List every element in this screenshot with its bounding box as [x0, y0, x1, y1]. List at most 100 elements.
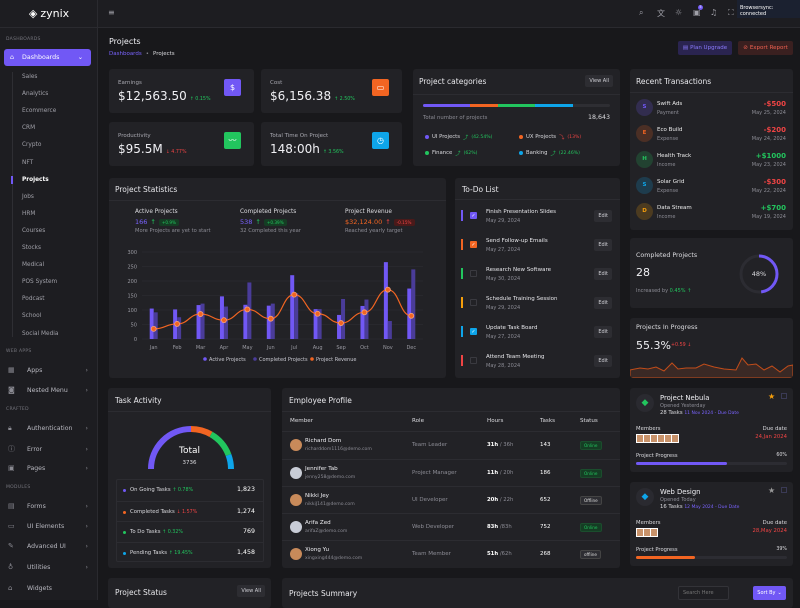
sidebar-item[interactable]: ▣ Pages ›	[8, 464, 88, 472]
bell-icon[interactable]: ♫	[710, 8, 718, 17]
export-report-button[interactable]: ⊘ Export Report	[738, 41, 793, 55]
view-all-button[interactable]: View All	[585, 75, 613, 87]
breadcrumb-link[interactable]: Dashboards	[109, 51, 142, 57]
star-icon[interactable]: ★	[768, 392, 776, 401]
todo-checkbox[interactable]: ✓	[470, 241, 477, 248]
search-icon[interactable]: ⌕	[639, 8, 644, 17]
member-avatars	[636, 434, 679, 443]
sidebar-subitem[interactable]: Crypto	[22, 142, 42, 149]
sidebar-item[interactable]: 🔒︎ Authentication ›	[8, 424, 88, 432]
sidebar-subitem[interactable]: POS System	[22, 279, 58, 286]
sidebar: ◈ zynix DASHBOARDS ⌂ Dashboards ⌄ Sales Anal…	[0, 0, 98, 600]
bar-active-projects	[196, 305, 201, 339]
sidebar-subitem[interactable]: Stocks	[22, 245, 42, 251]
progress-sparkline	[630, 357, 793, 378]
edit-button[interactable]: Edit	[594, 268, 612, 280]
stat-card: Cost $6,156.38 ↑ 2.50% ▭	[261, 69, 402, 113]
edit-button[interactable]: Edit	[594, 326, 612, 338]
plan-upgrade-button[interactable]: ▤ Plan Upgrade	[678, 41, 732, 55]
legend-marker	[253, 357, 257, 361]
sidebar-item-dashboards[interactable]: ⌂ Dashboards ⌄	[4, 49, 91, 66]
sidebar-subitem[interactable]: Analytics	[22, 91, 49, 98]
bar-active-projects	[266, 305, 271, 339]
sidebar-subitem[interactable]: Jobs	[22, 193, 34, 200]
todo-checkbox[interactable]: ✓	[470, 212, 477, 219]
legend-label: Project Revenue	[316, 357, 356, 363]
sidebar-subitem[interactable]: Podcast	[22, 296, 45, 303]
sidebar-subitem[interactable]: CRM	[22, 125, 36, 132]
section-label: WEB APPS	[6, 349, 32, 354]
todo-checkbox[interactable]	[470, 299, 477, 306]
project-categories-card: Project categories View All Total number…	[413, 69, 620, 166]
cart-icon[interactable]: ▣	[693, 8, 701, 17]
star-icon[interactable]: ★	[768, 486, 776, 495]
project-card[interactable]: ◆ Web Design Opened Today 16 Tasks 12 Ma…	[630, 482, 793, 566]
sidebar-subitem[interactable]: NFT	[22, 159, 34, 166]
menu-toggle-icon[interactable]: ≡	[108, 8, 115, 17]
transaction-item[interactable]: E Eco Build Expense -$200 May 24, 2024	[630, 124, 793, 146]
card-title: Recent Transactions	[636, 77, 712, 86]
sidebar-subitem[interactable]: Ecommerce	[22, 108, 57, 115]
transaction-item[interactable]: S Swift Ads Payment -$500 May 25, 2024	[630, 98, 793, 120]
brand-logo[interactable]: ◈ zynix	[0, 0, 98, 28]
kpi-block: Project Revenue $32,124.00 ↑ -0.15% Reache…	[345, 209, 445, 234]
table-row[interactable]: Nikki Jey nikkiJ141@demo.com UI Develope…	[282, 486, 620, 513]
sidebar-subitem[interactable]: Social Media	[22, 330, 59, 337]
view-all-button[interactable]: View All	[237, 585, 265, 597]
todo-checkbox[interactable]	[470, 357, 477, 364]
x-tick-label: Nov	[383, 345, 393, 351]
edit-button[interactable]: Edit	[594, 210, 612, 222]
sidebar-subitem[interactable]: Projects	[22, 176, 49, 183]
sidebar-item[interactable]: ▦ Apps ›	[8, 366, 88, 374]
table-row[interactable]: Arifa Zed arifaZ@demo.com Web Developer …	[282, 513, 620, 540]
sidebar-item[interactable]: ⌂ Widgets	[8, 584, 53, 592]
sidebar-subitem[interactable]: Courses	[22, 227, 46, 234]
completed-value: 28	[636, 266, 650, 279]
top-header: ≡ ⌕ 文 ☼ ▣ 5 ♫ ⛶ Browsersync: connected	[98, 0, 800, 28]
sidebar-item[interactable]: ✎ Advanced UI ›	[8, 542, 88, 550]
checkbox[interactable]	[781, 393, 787, 399]
todo-checkbox[interactable]	[470, 270, 477, 277]
table-row[interactable]: Xiong Yu xingxing444@demo.com Team Membe…	[282, 540, 620, 567]
revenue-point	[291, 291, 298, 298]
fullscreen-icon[interactable]: ⛶	[728, 8, 734, 17]
sidebar-item[interactable]: ♁ Utilities ›	[8, 563, 88, 571]
sort-by-button[interactable]: Sort By ⌄	[753, 586, 786, 600]
sidebar-item[interactable]: ◙ Nested Menu ›	[8, 386, 88, 394]
transaction-item[interactable]: S Solar Grid Expense -$300 May 22, 2024	[630, 176, 793, 198]
x-tick-label: Feb	[173, 345, 182, 351]
sidebar-item[interactable]: ⓘ Error ›	[8, 445, 88, 453]
transaction-item[interactable]: D Data Stream Income +$700 May 19, 2024	[630, 202, 793, 224]
sidebar-subitem[interactable]: Sales	[22, 74, 38, 80]
theme-icon[interactable]: ☼	[675, 8, 683, 17]
lock-icon: 🔒︎	[8, 424, 12, 432]
card-title: Completed Projects	[636, 252, 698, 259]
checkbox[interactable]	[781, 487, 787, 493]
sidebar-item[interactable]: ▭ UI Elements ›	[8, 522, 88, 530]
progress-fill	[636, 556, 695, 559]
task-item: On Going Tasks ↑ 0.78% 1,823	[117, 480, 263, 500]
transaction-amount: -$300	[763, 178, 786, 186]
sidebar-subitem[interactable]: HRM	[22, 210, 36, 217]
task-item: Completed Tasks ↓ 1.57% 1,274	[117, 500, 263, 521]
transaction-item[interactable]: H Health Track Income +$1000 May 23, 202…	[630, 150, 793, 172]
table-row[interactable]: Richard Dom richarddom1116@demo.com Team…	[282, 432, 620, 459]
edit-button[interactable]: Edit	[594, 239, 612, 251]
edit-button[interactable]: Edit	[594, 297, 612, 309]
sidebar-subitem[interactable]: School	[22, 313, 42, 320]
bar-active-projects	[313, 309, 318, 339]
sidebar-item[interactable]: ▤ Forms ›	[8, 502, 88, 510]
sidebar-subitem[interactable]: Medical	[22, 262, 45, 269]
todo-checkbox[interactable]: ✓	[470, 328, 477, 335]
table-row[interactable]: Jennifer Tab jenny258@demo.com Project M…	[282, 459, 620, 486]
wallet-icon: ▭	[372, 79, 389, 96]
project-card[interactable]: ◆ Project Nebula Opened Yesterday 28 Tas…	[630, 388, 793, 472]
todo-color-bar	[461, 210, 463, 221]
member-avatars	[636, 528, 658, 537]
badge-icon: ♁	[8, 563, 14, 571]
edit-button[interactable]: Edit	[594, 355, 612, 367]
search-input[interactable]	[678, 586, 729, 600]
language-icon[interactable]: 文	[657, 9, 665, 18]
revenue-point	[221, 317, 227, 324]
completed-projects-card: Completed Projects 28 Increased by 0.45%…	[630, 238, 793, 308]
